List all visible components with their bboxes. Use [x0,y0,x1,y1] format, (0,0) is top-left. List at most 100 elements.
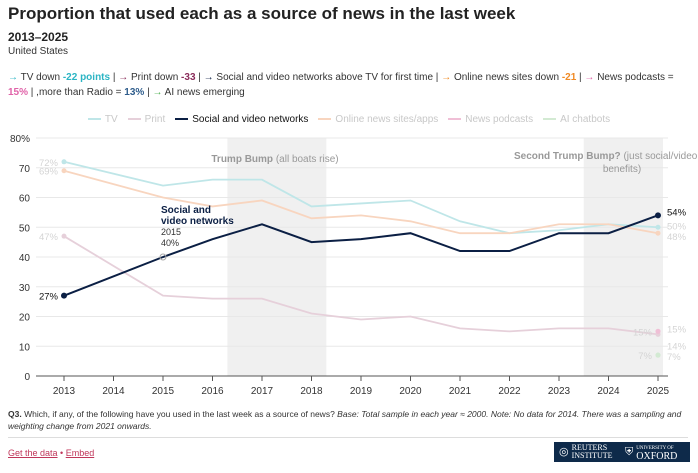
start-value-label: 27% [39,292,59,303]
point-annotation-value: 40% [161,238,179,248]
x-tick-label: 2024 [597,386,620,397]
y-tick-label: 80% [10,134,30,145]
start-value-label: 47% [39,232,59,243]
y-tick-label: 60 [19,194,31,205]
legend-swatch [175,118,189,120]
legend-swatch [448,118,462,120]
start-value-label: 72% [39,158,59,169]
y-tick-label: 10 [19,342,31,353]
start-value-label: 69% [39,167,59,178]
series-end-point [655,352,661,358]
summary-item: more than Radio = 13% [38,87,145,98]
series-start-point [61,159,67,165]
summary-item: → Online news sites down -21 [441,72,577,83]
oxford-logo[interactable]: ⛨ UNIVERSITY OF OXFORD [620,442,690,462]
series-line-print [63,235,659,336]
arrow-icon: → [584,72,595,83]
reuters-logo-text: REUTERS INSTITUTE [571,443,613,460]
series-end-point [655,328,661,334]
y-tick-label: 40 [19,253,31,264]
point-annotation-title: Social and [161,205,211,216]
get-data-link[interactable]: Get the data [8,448,58,458]
x-tick-label: 2025 [647,386,670,397]
legend-item[interactable]: AI chatbots [543,114,610,125]
y-tick-label: 30 [19,283,31,294]
legend: TV Print Social and video networks Online n… [0,112,698,125]
legend-item[interactable]: News podcasts [448,114,533,125]
footnote-question: Which, if any, of the following have you… [21,409,338,419]
legend-item[interactable]: Print [127,114,165,125]
series-start-point [61,168,67,174]
end-value-label: 50% [667,221,687,232]
x-tick-label: 2020 [399,386,422,397]
x-tick-label: 2019 [350,386,373,397]
x-tick-label: 2018 [300,386,323,397]
link-separator: • [57,448,66,458]
series-end-point [655,230,661,236]
x-tick-label: 2017 [251,386,274,397]
summary-item: → AI news emerging [152,87,245,98]
summary-item: → Social and video networks above TV for… [203,72,434,83]
series-line-tv [63,160,659,235]
y-tick-label: 50 [19,223,31,234]
y-tick-label: 70 [19,164,31,175]
end-value-label: 7% [667,352,681,363]
series-end-point [655,224,661,230]
band-label-2: Second Trump Bump? (just social/video [514,151,698,162]
embed-link[interactable]: Embed [65,448,95,458]
y-tick-label: 0 [24,372,30,383]
legend-item[interactable]: TV [87,114,118,125]
x-tick-label: 2022 [498,386,521,397]
x-tick-label: 2014 [102,386,125,397]
summary-text: → TV down -22 points | → Print down -33 … [8,72,674,98]
footnote-note: Base: Total sample in each year ≈ 2000. … [8,409,682,431]
summary-item: → News podcasts = 15% [8,72,674,98]
x-tick-label: 2015 [152,386,175,397]
arrow-icon: → [203,72,214,83]
series-start-point [61,233,67,239]
legend-item[interactable]: Online news sites/apps [318,114,438,125]
arrow-icon: → [118,72,129,83]
arrow-icon: → [152,87,163,98]
x-tick-label: 2023 [548,386,571,397]
band-label: Trump Bump (all boats rise) [211,154,338,165]
line-chart: 0 10 20 30 40 50 60 70 80% 2013 2014 2015 2016 2017 20… [10,134,698,397]
point-annotation-marker [159,253,167,261]
crest-icon: ⛨ [625,446,634,458]
arrow-icon: → [441,72,452,83]
start-value-label: 15% [633,327,653,338]
reuters-institute-logo[interactable]: ◎ REUTERS INSTITUTE [554,442,620,462]
end-value-label: 15% [667,324,687,335]
x-tick-label: 2021 [449,386,472,397]
legend-swatch [318,118,332,120]
series-end-point [655,212,661,219]
x-tick-label: 2016 [201,386,224,397]
end-value-label: 54% [667,207,687,218]
series-line-social-and-video-networks [63,214,659,297]
series-start-point [61,292,67,299]
series-line-online-news-sites-apps [63,169,659,235]
country-label: United States [8,46,69,57]
footnote-question-number: Q3. [8,409,22,419]
oxford-logo-text: UNIVERSITY OF OXFORD [636,446,678,462]
end-value-label: 14% [667,341,687,352]
end-value-label: 48% [667,232,687,243]
band-label-2-cont: benefits) [603,164,641,175]
summary-item: → TV down -22 points [8,72,111,83]
footer-links: Get the data • Embed [8,448,94,458]
start-value-label: 7% [638,351,652,362]
arrow-icon: → [8,72,18,83]
globe-icon: ◎ [559,446,569,458]
legend-item[interactable]: Social and video networks [175,114,308,125]
legend-swatch [543,118,557,120]
y-tick-label: 20 [19,313,31,324]
summary-item: → Print down -33 [118,72,196,83]
point-annotation-year: 2015 [161,227,181,237]
x-tick-label: 2013 [53,386,76,397]
legend-swatch [127,118,141,120]
chart-subtitle: 2013–2025 [8,30,69,44]
chart-title: Proportion that used each as a source of… [8,4,516,23]
legend-swatch [87,118,101,120]
divider [8,437,688,438]
point-annotation-title: video networks [161,216,234,227]
